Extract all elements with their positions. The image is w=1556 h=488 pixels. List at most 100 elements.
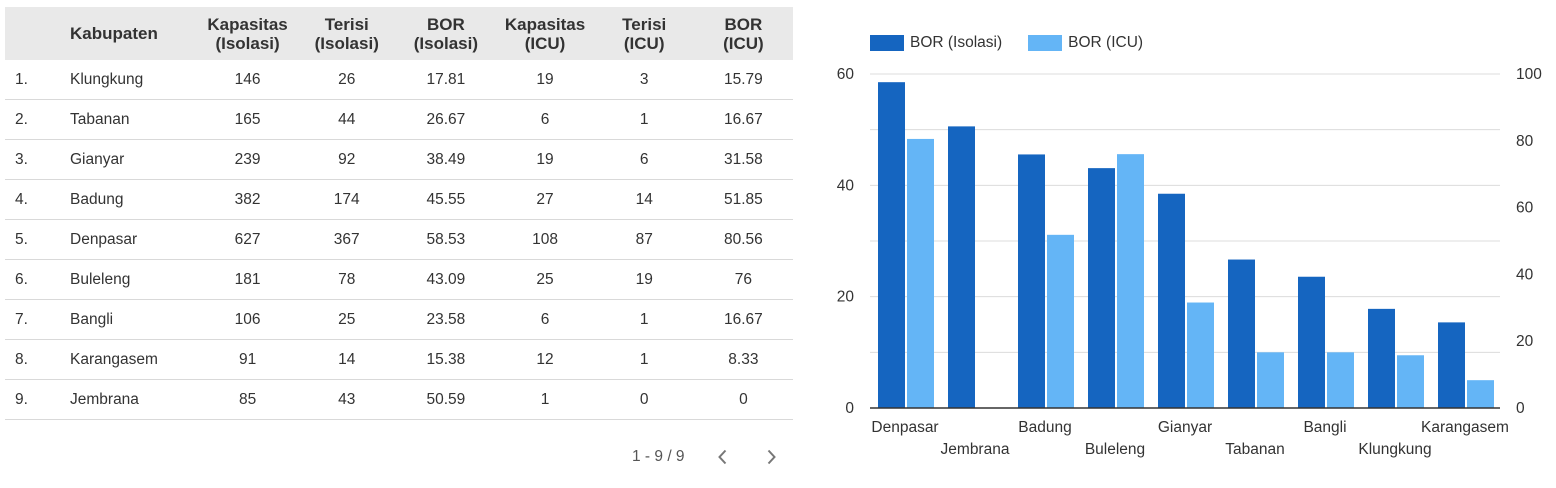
cell-bor-isolasi: 50.59 [396,379,496,420]
header-line: (Isolasi) [413,33,479,53]
header-line: BOR [427,14,465,34]
cell-bor-icu: 80.56 [693,219,793,260]
row-index: 6. [5,259,70,300]
cell-bor-isolasi: 15.38 [396,339,496,380]
legend-label-icu: BOR (ICU) [1068,34,1144,51]
cell-kabupaten: Karangasem [70,339,198,380]
x-tick-label: Bangli [1303,419,1346,436]
cell-kapasitas-isolasi: 91 [198,339,298,380]
table-row: 6. Buleleng 181 78 43.09 25 19 76 [5,259,793,300]
cell-kabupaten: Jembrana [70,379,198,420]
chart-legend: BOR (Isolasi) BOR (ICU) [870,34,1169,52]
cell-bor-isolasi: 23.58 [396,299,496,340]
cell-terisi-isolasi: 25 [297,299,397,340]
y-right-tick-label: 0 [1516,400,1525,417]
bar [1047,234,1074,408]
bar [1018,154,1045,408]
cell-bor-isolasi: 17.81 [396,60,496,100]
row-index: 2. [5,99,70,140]
cell-bor-isolasi: 38.49 [396,139,496,180]
bar [1158,193,1185,408]
x-tick-label: Gianyar [1158,419,1212,436]
header-terisi-icu[interactable]: Terisi (ICU) [595,7,694,60]
row-index: 7. [5,299,70,340]
y-right-tick-label: 40 [1516,266,1534,283]
table-row: 7. Bangli 106 25 23.58 6 1 16.67 [5,299,793,340]
cell-kapasitas-isolasi: 627 [198,219,298,260]
header-kabupaten[interactable]: Kabupaten [70,24,158,43]
bar [1467,380,1494,408]
bor-chart: BOR (Isolasi) BOR (ICU) 0 20 40 60 0 20 40 60 80… [820,0,1556,483]
y-right-tick-label: 80 [1516,133,1534,150]
header-bor-isolasi[interactable]: BOR (Isolasi) [396,7,495,60]
table-row: 9. Jembrana 85 43 50.59 1 0 0 [5,379,793,420]
header-line: Terisi [622,14,667,34]
cell-kapasitas-isolasi: 382 [198,179,298,220]
cell-kapasitas-icu: 25 [495,259,595,300]
cell-kapasitas-icu: 6 [495,299,595,340]
header-bor-icu[interactable]: BOR (ICU) [694,7,793,60]
chevron-left-icon[interactable] [713,447,733,467]
row-index: 4. [5,179,70,220]
cell-terisi-icu: 14 [594,179,694,220]
cell-terisi-isolasi: 26 [297,60,397,100]
cell-kapasitas-icu: 19 [495,139,595,180]
data-table-container: Kabupaten Kapasitas (Isolasi) Terisi (Isol… [5,7,793,420]
cell-terisi-icu: 1 [594,339,694,380]
y-right-tick-label: 20 [1516,333,1534,350]
legend-swatch-icu [1028,35,1063,51]
legend-item-isolasi[interactable]: BOR (Isolasi) [870,34,1002,52]
legend-item-icu[interactable]: BOR (ICU) [1028,34,1143,52]
table-row: 1. Klungkung 146 26 17.81 19 3 15.79 [5,60,793,100]
cell-terisi-icu: 19 [594,259,694,300]
x-tick-label: Karangasem [1421,419,1509,436]
table-header-row: Kabupaten Kapasitas (Isolasi) Terisi (Isol… [5,7,793,60]
table-row: 4. Badung 382 174 45.55 27 14 51.85 [5,179,793,220]
cell-bor-icu: 31.58 [693,139,793,180]
cell-kabupaten: Denpasar [70,219,198,260]
cell-kabupaten: Klungkung [70,60,198,100]
y-right-tick-label: 100 [1516,66,1542,83]
cell-kapasitas-icu: 108 [495,219,595,260]
cell-terisi-icu: 87 [594,219,694,260]
y-left-tick-label: 0 [845,400,854,417]
row-index: 1. [5,60,70,100]
cell-kapasitas-icu: 1 [495,379,595,420]
y-right-tick-label: 60 [1516,200,1534,217]
cell-bor-icu: 16.67 [693,299,793,340]
bar [1257,352,1284,408]
header-line: Terisi [324,14,369,34]
cell-kabupaten: Buleleng [70,259,198,300]
cell-terisi-isolasi: 43 [297,379,397,420]
bar [907,138,934,408]
cell-kapasitas-isolasi: 146 [198,60,298,100]
y-left-tick-label: 60 [837,66,855,83]
chevron-right-icon[interactable] [761,447,781,467]
header-line: (ICU) [524,33,566,53]
cell-bor-icu: 8.33 [693,339,793,380]
header-terisi-isolasi[interactable]: Terisi (Isolasi) [297,7,396,60]
header-kapasitas-isolasi[interactable]: Kapasitas (Isolasi) [198,7,297,60]
cell-terisi-isolasi: 14 [297,339,397,380]
cell-bor-icu: 51.85 [693,179,793,220]
row-index: 5. [5,219,70,260]
cell-terisi-icu: 3 [594,60,694,100]
cell-terisi-isolasi: 78 [297,259,397,300]
bar [1397,355,1424,408]
cell-terisi-isolasi: 174 [297,179,397,220]
cell-terisi-icu: 6 [594,139,694,180]
x-tick-label: Buleleng [1085,441,1145,458]
header-line: Kapasitas [504,14,586,34]
cell-kapasitas-icu: 6 [495,99,595,140]
header-kapasitas-icu[interactable]: Kapasitas (ICU) [495,7,594,60]
cell-bor-icu: 15.79 [693,60,793,100]
bar [1298,276,1325,408]
cell-kapasitas-icu: 27 [495,179,595,220]
bar [1187,302,1214,408]
header-line: (ICU) [623,33,665,53]
y-left-tick-label: 20 [837,289,855,306]
x-tick-label: Klungkung [1358,441,1431,458]
bar [1438,322,1465,408]
x-tick-label: Jembrana [941,441,1010,458]
